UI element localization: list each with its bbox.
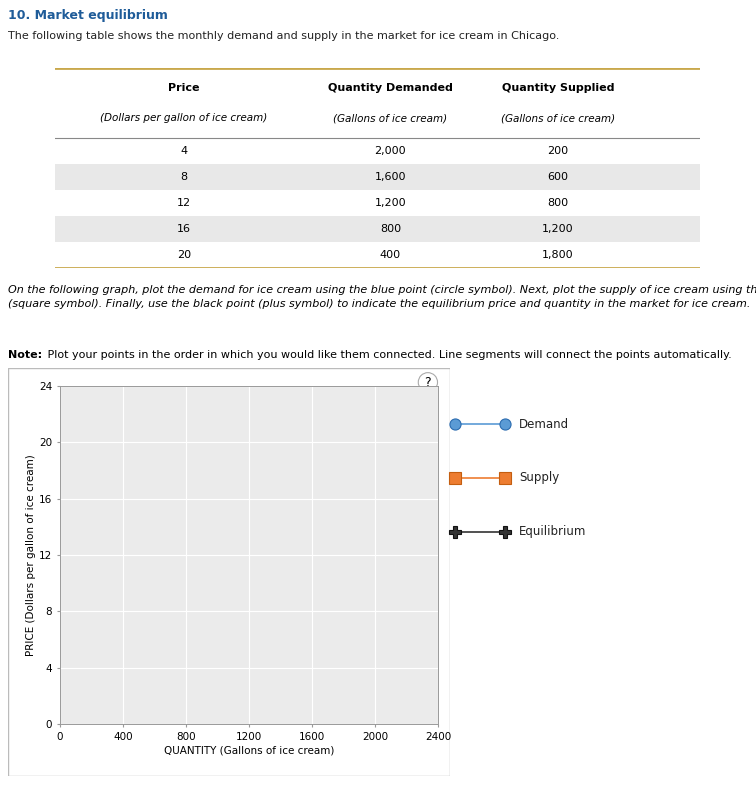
- Text: Note:: Note:: [8, 350, 42, 360]
- Text: 2,000: 2,000: [374, 146, 406, 156]
- Text: 20: 20: [177, 250, 191, 260]
- Text: 800: 800: [547, 198, 569, 208]
- Bar: [55, 216, 700, 242]
- Y-axis label: PRICE (Dollars per gallon of ice cream): PRICE (Dollars per gallon of ice cream): [26, 454, 36, 656]
- Text: Price: Price: [169, 83, 200, 93]
- Text: 1,200: 1,200: [374, 198, 406, 208]
- Text: (Gallons of ice cream): (Gallons of ice cream): [501, 113, 615, 124]
- Text: 200: 200: [547, 146, 569, 156]
- Text: 1,800: 1,800: [542, 250, 574, 260]
- Bar: [55, 164, 700, 190]
- Text: 12: 12: [177, 198, 191, 208]
- Text: 16: 16: [177, 224, 191, 234]
- Text: Plot your points in the order in which you would like them connected. Line segme: Plot your points in the order in which y…: [44, 350, 731, 360]
- Text: 600: 600: [547, 172, 569, 182]
- Text: 4: 4: [181, 146, 187, 156]
- Text: The following table shows the monthly demand and supply in the market for ice cr: The following table shows the monthly de…: [8, 31, 559, 41]
- Text: 10. Market equilibrium: 10. Market equilibrium: [8, 9, 168, 21]
- Text: 400: 400: [380, 250, 401, 260]
- Text: Supply: Supply: [519, 471, 559, 485]
- Text: Quantity Demanded: Quantity Demanded: [328, 83, 453, 93]
- Text: 8: 8: [181, 172, 187, 182]
- Text: 1,200: 1,200: [542, 224, 574, 234]
- Text: 800: 800: [380, 224, 401, 234]
- Text: 1,600: 1,600: [375, 172, 406, 182]
- X-axis label: QUANTITY (Gallons of ice cream): QUANTITY (Gallons of ice cream): [164, 746, 334, 756]
- Text: ?: ?: [425, 375, 431, 389]
- Text: Quantity Supplied: Quantity Supplied: [502, 83, 615, 93]
- Text: (Dollars per gallon of ice cream): (Dollars per gallon of ice cream): [101, 113, 268, 124]
- Text: On the following graph, plot the demand for ice cream using the blue point (circ: On the following graph, plot the demand …: [8, 285, 756, 309]
- Text: Equilibrium: Equilibrium: [519, 526, 587, 538]
- Text: (Gallons of ice cream): (Gallons of ice cream): [333, 113, 448, 124]
- Text: Demand: Demand: [519, 417, 569, 430]
